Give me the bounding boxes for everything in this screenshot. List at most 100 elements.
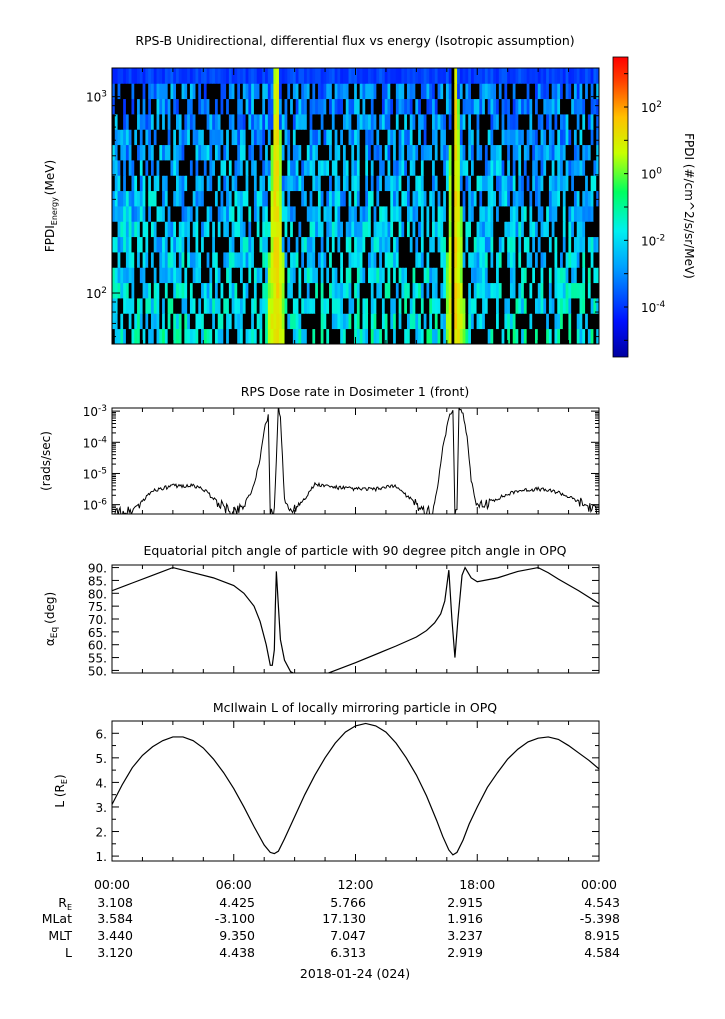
heatmap-cell: [365, 298, 369, 314]
heatmap-cell: [546, 267, 550, 284]
heatmap-cell: [187, 221, 191, 238]
lshell-panel: McIlwain L of locally mirroring particle…: [53, 700, 600, 864]
heatmap-cell: [287, 221, 291, 238]
heatmap-cell: [576, 98, 581, 115]
heatmap-cell: [348, 175, 352, 192]
heatmap-cell: [370, 252, 375, 268]
heatmap-cell: [329, 144, 333, 161]
heatmap-cell: [306, 144, 311, 161]
ephemeris-value: 17.130: [322, 911, 366, 926]
heatmap-cell: [465, 83, 469, 100]
heatmap-cell: [387, 328, 391, 344]
heatmap-cell: [415, 83, 419, 100]
colorbar-tick-label: 102: [641, 100, 662, 115]
heatmap-cell: [323, 267, 327, 284]
heatmap-cell: [329, 98, 333, 115]
heatmap-cell: [329, 114, 333, 130]
heatmap-cell: [573, 252, 578, 268]
heatmap-cell: [231, 144, 236, 161]
heatmap-cell: [351, 129, 355, 146]
heatmap-cell: [262, 313, 266, 330]
heatmap-cell: [387, 114, 391, 130]
heatmap-cell: [557, 236, 561, 253]
heatmap-cell: [284, 267, 288, 284]
heatmap-cell: [134, 114, 138, 130]
heatmap-cell: [267, 175, 272, 192]
heatmap-cell: [248, 282, 252, 299]
heatmap-cell: [195, 98, 199, 115]
heatmap-cell: [532, 206, 536, 222]
heatmap-cell: [295, 267, 300, 284]
heatmap-cell: [390, 83, 394, 100]
heatmap-cell: [128, 175, 133, 192]
heatmap-cell: [337, 236, 341, 253]
heatmap-cell: [543, 313, 547, 330]
heatmap-cell: [398, 175, 403, 192]
heatmap-cell: [551, 252, 556, 268]
heatmap-cell: [162, 221, 166, 238]
heatmap-cell: [137, 206, 141, 222]
heatmap-cell: [560, 114, 564, 130]
heatmap-cell: [479, 129, 483, 146]
heatmap-cell: [153, 313, 158, 330]
heatmap-cell: [504, 267, 508, 284]
heatmap-cell: [509, 190, 514, 207]
heatmap-cell: [323, 313, 327, 330]
heatmap-cell: [265, 98, 269, 115]
heatmap-cell: [181, 114, 185, 130]
heatmap-cell: [326, 129, 330, 146]
dose-y-tick-label: 10-5: [83, 466, 107, 481]
heatmap-cell: [162, 129, 166, 146]
heatmap-cell: [512, 252, 517, 268]
heatmap-cell: [562, 114, 567, 130]
heatmap-cell: [298, 252, 302, 268]
heatmap-cell: [139, 190, 144, 207]
heatmap-cell: [368, 98, 372, 115]
heatmap-cell: [326, 175, 330, 192]
heatmap-cell: [203, 328, 208, 344]
heatmap-cell: [496, 98, 500, 115]
heatmap-cell: [423, 206, 428, 222]
heatmap-cell: [368, 252, 372, 268]
heatmap-cell: [292, 221, 297, 238]
heatmap-cell: [159, 221, 163, 238]
heatmap-cell: [576, 68, 581, 84]
heatmap-cell: [482, 68, 486, 84]
heatmap-cell: [189, 190, 194, 207]
heatmap-cell: [167, 252, 172, 268]
heatmap-cell: [117, 175, 121, 192]
heatmap-cell: [596, 129, 599, 146]
heatmap-cell: [482, 160, 486, 176]
heatmap-cell: [573, 144, 578, 161]
heatmap-cell: [412, 114, 416, 130]
heatmap-cell: [242, 298, 247, 314]
heatmap-cell: [292, 114, 297, 130]
heatmap-cell: [498, 206, 503, 222]
heatmap-cell: [228, 129, 233, 146]
heatmap-cell: [178, 252, 183, 268]
heatmap-cell: [292, 98, 297, 115]
heatmap-cell: [484, 221, 489, 238]
heatmap-cell: [370, 190, 375, 207]
heatmap-cell: [173, 190, 177, 207]
heatmap-cell: [237, 160, 241, 176]
heatmap-cell: [368, 267, 372, 284]
heatmap-cell: [462, 206, 467, 222]
heatmap-cell: [351, 313, 355, 330]
heatmap-cell: [123, 252, 127, 268]
heatmap-cell: [212, 206, 216, 222]
heatmap-cell: [217, 221, 222, 238]
heatmap-cell: [189, 160, 194, 176]
heatmap-cell: [412, 252, 416, 268]
heatmap-cell: [176, 114, 180, 130]
heatmap-cell: [379, 190, 383, 207]
heatmap-cell: [167, 98, 172, 115]
heatmap-cell: [162, 206, 166, 222]
heatmap-cell: [345, 252, 350, 268]
heatmap-cell: [162, 83, 166, 100]
heatmap-cell: [292, 236, 297, 253]
heatmap-cell: [548, 190, 553, 207]
heatmap-cell: [359, 221, 364, 238]
heatmap-cell: [582, 114, 586, 130]
heatmap-cell: [479, 282, 483, 299]
